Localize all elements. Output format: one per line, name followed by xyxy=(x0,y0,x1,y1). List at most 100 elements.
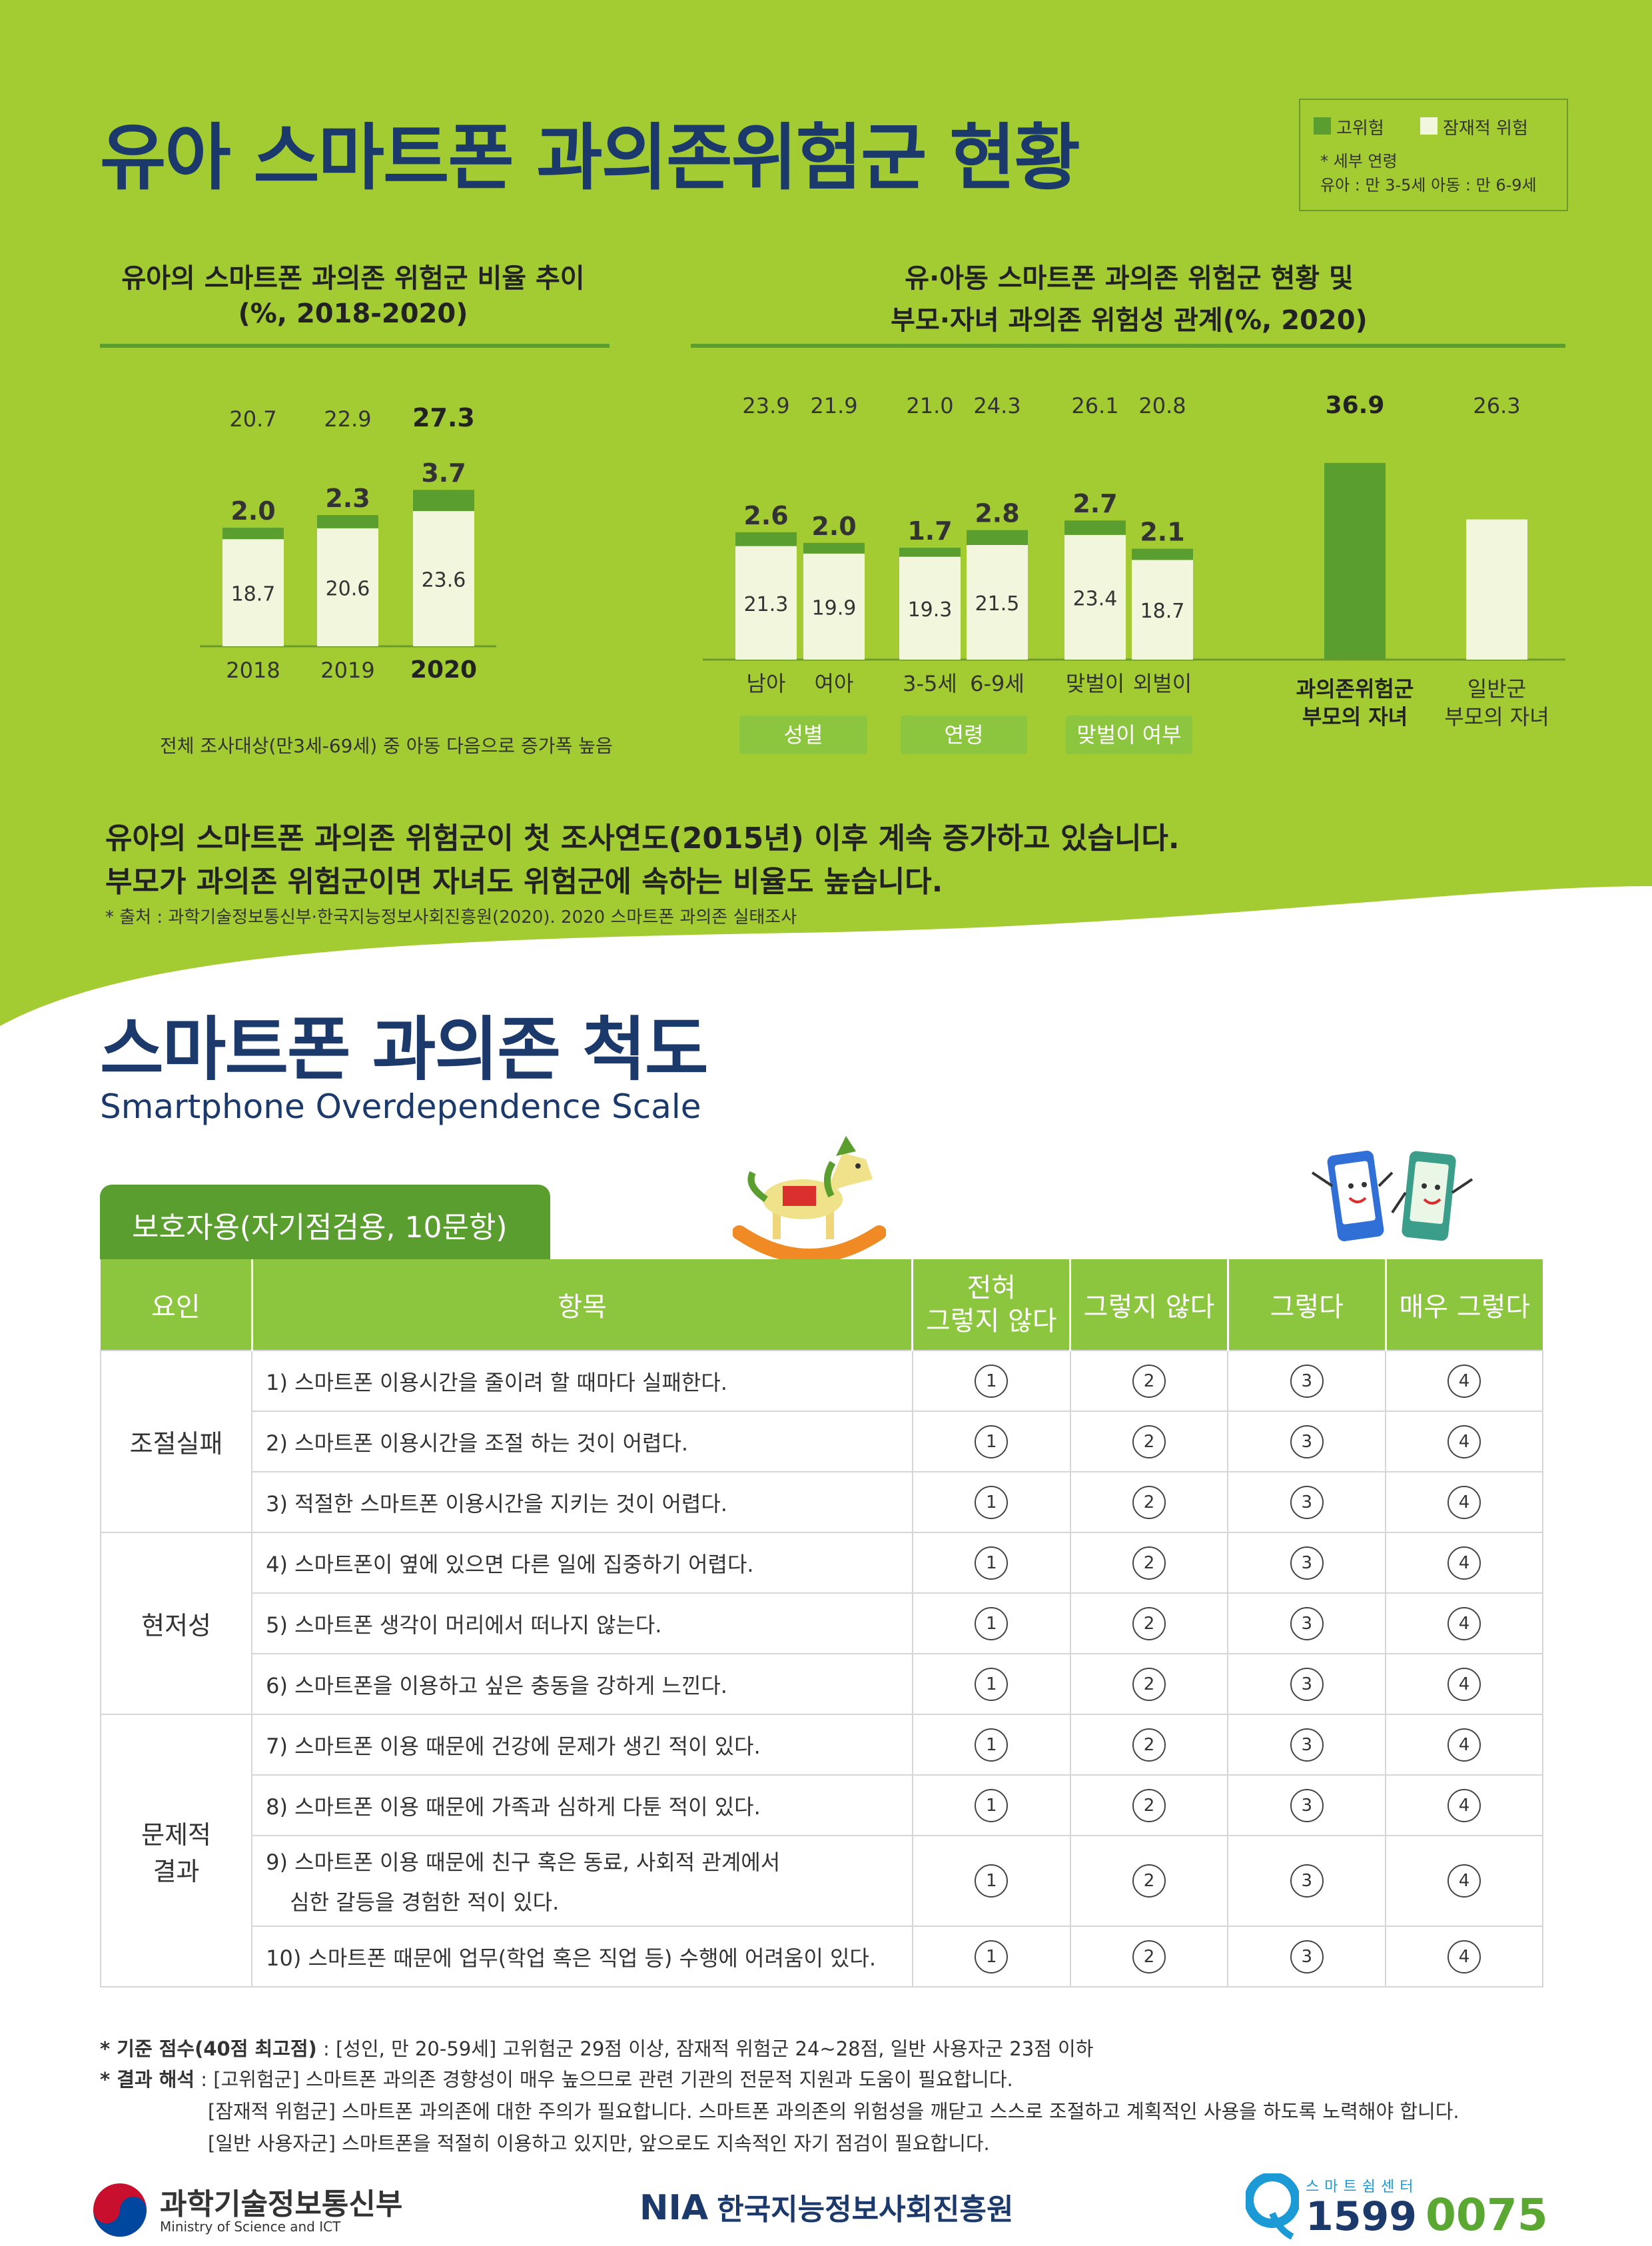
option-cell: 2 xyxy=(1069,1592,1229,1654)
option-4-radio[interactable]: 4 xyxy=(1447,1606,1481,1640)
result-text-3: [일반 사용자군] 스마트폰을 적절히 이용하고 있지만, 앞으로도 지속적인 … xyxy=(208,2132,990,2155)
trend-bar-chart: 18.7 2.0 20.7 2018 20.6 2.3 22.9 2019 23.6 3.7 27.… xyxy=(200,403,496,684)
left-chart-note: 전체 조사대상(만3세-69세) 중 아동 다음으로 증가폭 높음 xyxy=(160,735,613,757)
option-4-radio[interactable]: 4 xyxy=(1447,1546,1481,1580)
option-3-radio[interactable]: 3 xyxy=(1290,1424,1324,1458)
total-label: 21.0 xyxy=(906,393,953,418)
potential-label: 21.5 xyxy=(975,592,1020,616)
result-note-1: * 결과 해석 : [고위험군] 스마트폰 과의존 경향성이 매우 높으므로 관… xyxy=(100,2064,1013,2092)
page-title: 유아 스마트폰 과의존위험군 현황 xyxy=(100,117,1080,200)
option-1-radio[interactable]: 1 xyxy=(975,1940,1009,1973)
msit-name: 과학기술정보통신부 xyxy=(160,2187,403,2221)
option-1-radio[interactable]: 1 xyxy=(975,1864,1009,1898)
x-tick-label: 2019 xyxy=(320,658,374,683)
item-text: 7) 스마트폰 이용 때문에 건강에 문제가 생긴 적이 있다. xyxy=(251,1714,913,1776)
summary-line2: 부모가 과의존 위험군이면 자녀도 위험군에 속하는 비율도 높습니다. xyxy=(105,865,943,899)
bar-high xyxy=(317,515,378,528)
nia-logo: NIA 한국지능정보사회진흥원 xyxy=(639,2185,1014,2228)
x-tick-label: 맞벌이 xyxy=(1066,671,1124,696)
option-4-radio[interactable]: 4 xyxy=(1447,1728,1481,1762)
option-2-radio[interactable]: 2 xyxy=(1132,1424,1166,1458)
group-tag-gender: 성별 xyxy=(739,716,867,754)
item-label: 1) 스마트폰 이용시간을 줄이려 할 때마다 실패한다. xyxy=(266,1369,727,1395)
option-4-radio[interactable]: 4 xyxy=(1447,1424,1481,1458)
option-cell: 4 xyxy=(1385,1835,1543,1927)
factor-label: 문제적 xyxy=(141,1820,211,1850)
bar-potential xyxy=(317,528,378,646)
option-2-radio[interactable]: 2 xyxy=(1132,1788,1166,1822)
option-1-radio[interactable]: 1 xyxy=(975,1364,1009,1398)
header-option-4: 매우 그렇다 xyxy=(1384,1259,1543,1351)
item-text: 9) 스마트폰 이용 때문에 친구 혹은 동료, 사회적 관계에서 심한 갈등을 … xyxy=(251,1835,913,1927)
item-label: 4) 스마트폰이 옆에 있으면 다른 일에 집중하기 어렵다. xyxy=(266,1551,754,1577)
item-label: 5) 스마트폰 생각이 머리에서 떠나지 않는다. xyxy=(266,1612,662,1638)
option-1-radio[interactable]: 1 xyxy=(975,1788,1009,1822)
x-tick-label: 일반군 xyxy=(1467,676,1526,702)
option-3-radio[interactable]: 3 xyxy=(1290,1864,1324,1898)
option-2-radio[interactable]: 2 xyxy=(1132,1667,1166,1701)
option-1-radio[interactable]: 1 xyxy=(975,1546,1009,1580)
option-2-radio[interactable]: 2 xyxy=(1132,1940,1166,1973)
option-3-radio[interactable]: 3 xyxy=(1290,1728,1324,1762)
option-2-radio[interactable]: 2 xyxy=(1132,1546,1166,1580)
option-cell: 3 xyxy=(1227,1926,1387,1987)
option-2-radio[interactable]: 2 xyxy=(1132,1728,1166,1762)
item-label: 6) 스마트폰을 이용하고 싶은 충동을 강하게 느낀다. xyxy=(266,1672,727,1698)
option-1-radio[interactable]: 1 xyxy=(975,1606,1009,1640)
option-cell: 2 xyxy=(1069,1835,1229,1927)
option-cell: 1 xyxy=(911,1471,1071,1533)
option-4-radio[interactable]: 4 xyxy=(1447,1667,1481,1701)
bar-high xyxy=(1064,520,1126,535)
option-2-radio[interactable]: 2 xyxy=(1132,1364,1166,1398)
option-2-radio[interactable]: 2 xyxy=(1132,1606,1166,1640)
phone-characters-illustration xyxy=(1311,1151,1473,1241)
option-3-radio[interactable]: 3 xyxy=(1290,1485,1324,1519)
factor-label: 현저성 xyxy=(141,1611,211,1640)
option-4-radio[interactable]: 4 xyxy=(1447,1864,1481,1898)
bar-potential xyxy=(1132,560,1193,660)
nia-name: 한국지능정보사회진흥원 xyxy=(717,2193,1014,2227)
total-label: 26.1 xyxy=(1071,393,1118,418)
rocking-horse-illustration xyxy=(733,1136,886,1263)
option-3-radio[interactable]: 3 xyxy=(1290,1546,1324,1580)
option-1-radio[interactable]: 1 xyxy=(975,1667,1009,1701)
item-text: 10) 스마트폰 때문에 업무(학업 혹은 직업 등) 수행에 어려움이 있다. xyxy=(251,1926,913,1987)
option-3-radio[interactable]: 3 xyxy=(1290,1364,1324,1398)
group-tag-dual-income: 맞벌이 여부 xyxy=(1066,716,1192,754)
bar-high xyxy=(1132,548,1193,560)
option-3-radio[interactable]: 3 xyxy=(1290,1606,1324,1640)
high-label: 2.3 xyxy=(325,484,370,513)
table-row: 9) 스마트폰 이용 때문에 친구 혹은 동료, 사회적 관계에서 심한 갈등을 … xyxy=(101,1835,1543,1927)
x-tick-label: 3-5세 xyxy=(903,671,957,696)
table-row: 문제적 결과 7) 스마트폰 이용 때문에 건강에 문제가 생긴 적이 있다. 1 2 3… xyxy=(99,1714,1543,1987)
option-cell: 3 xyxy=(1227,1714,1387,1776)
option-4-radio[interactable]: 4 xyxy=(1447,1940,1481,1973)
total-label: 20.8 xyxy=(1138,393,1186,418)
bar-potential xyxy=(803,553,865,660)
x-tick-label: 2018 xyxy=(226,658,280,683)
option-1-radio[interactable]: 1 xyxy=(975,1728,1009,1762)
table-row: 현저성 4) 스마트폰이 옆에 있으면 다른 일에 집중하기 어렵다. 1 2 3 4 xyxy=(99,1532,1543,1715)
item-text: 5) 스마트폰 생각이 머리에서 떠나지 않는다. xyxy=(251,1592,913,1654)
item-label-line2: 심한 갈등을 경험한 적이 있다. xyxy=(290,1890,560,1915)
option-2-radio[interactable]: 2 xyxy=(1132,1864,1166,1898)
option-4-radio[interactable]: 4 xyxy=(1447,1364,1481,1398)
option-4-radio[interactable]: 4 xyxy=(1447,1788,1481,1822)
scale-tab: 보호자용(자기점검용, 10문항) xyxy=(100,1185,550,1259)
option-1-radio[interactable]: 1 xyxy=(975,1485,1009,1519)
option-2-radio[interactable]: 2 xyxy=(1132,1485,1166,1519)
high-label: 2.7 xyxy=(1072,489,1117,518)
item-label: 10) 스마트폰 때문에 업무(학업 혹은 직업 등) 수행에 어려움이 있다. xyxy=(266,1945,877,1971)
option-3-radio[interactable]: 3 xyxy=(1290,1788,1324,1822)
option-4-radio[interactable]: 4 xyxy=(1447,1485,1481,1519)
phone-handset-icon xyxy=(1246,2173,1299,2240)
header-option-1-line2: 그렇지 않다 xyxy=(925,1306,1057,1337)
option-3-radio[interactable]: 3 xyxy=(1290,1667,1324,1701)
x-tick-label: 부모의 자녀 xyxy=(1444,704,1549,726)
header-factor: 요인 xyxy=(101,1259,252,1351)
option-cell: 4 xyxy=(1385,1471,1543,1533)
table-row: 3) 적절한 스마트폰 이용시간을 지키는 것이 어렵다. 1 2 3 4 xyxy=(101,1471,1543,1533)
option-3-radio[interactable]: 3 xyxy=(1290,1940,1324,1973)
option-1-radio[interactable]: 1 xyxy=(975,1424,1009,1458)
left-chart-title-line2: (%, 2018-2020) xyxy=(238,298,468,329)
